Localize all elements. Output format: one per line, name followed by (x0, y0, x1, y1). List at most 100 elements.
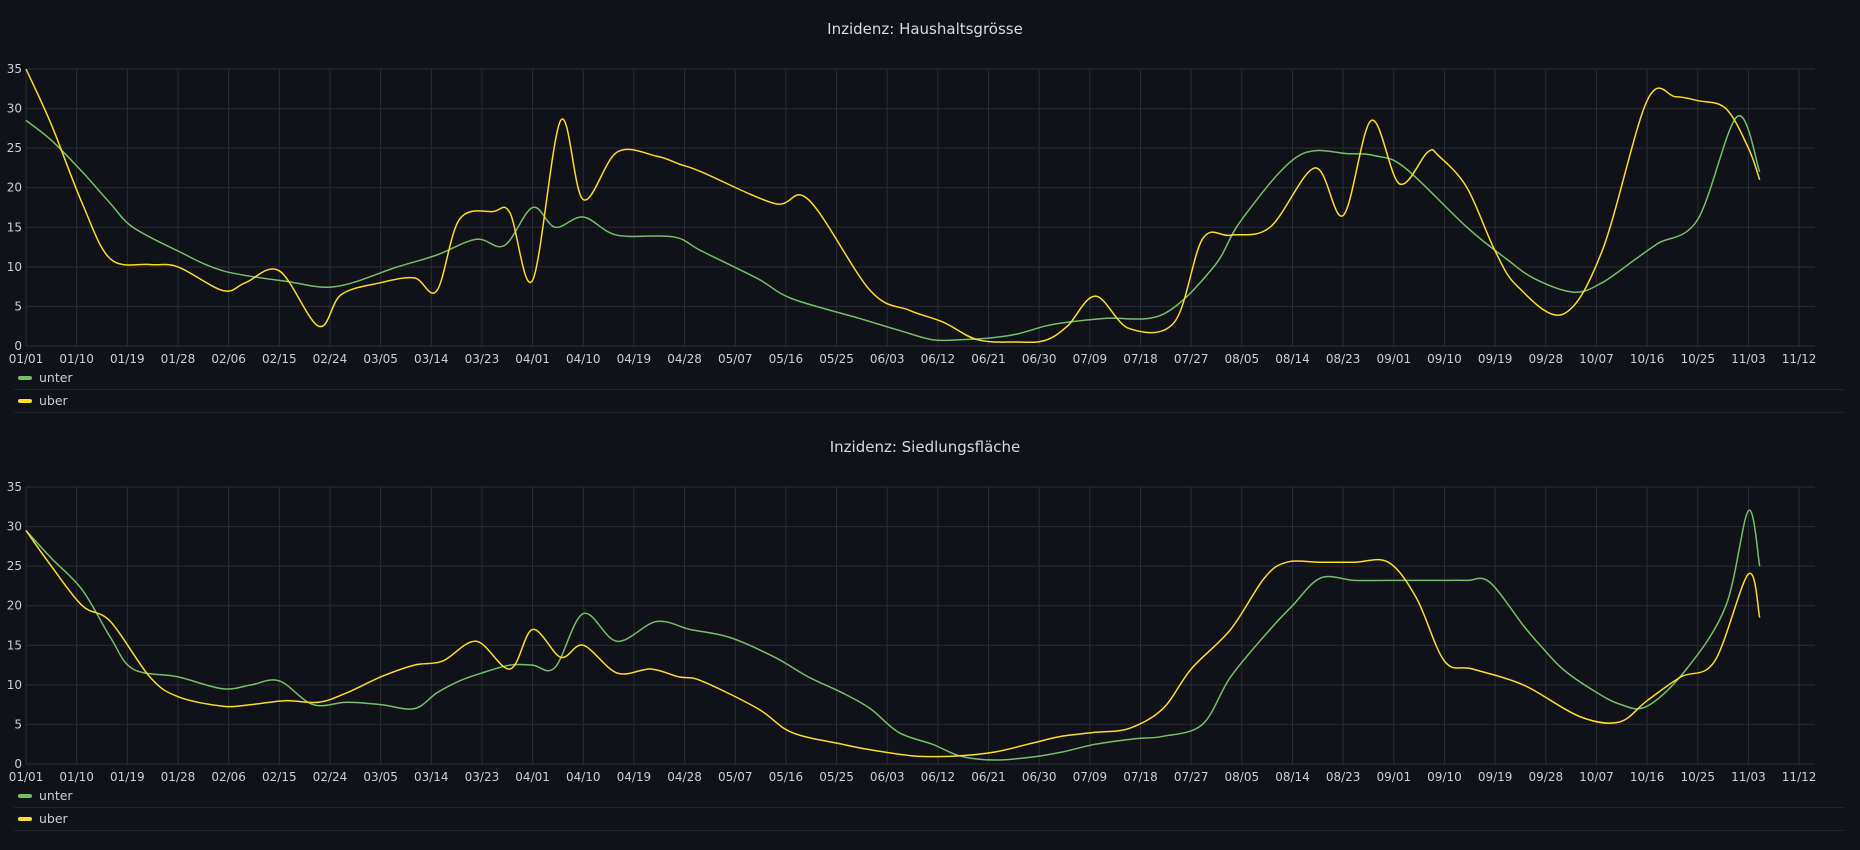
x-tick-label: 02/15 (262, 352, 297, 366)
x-tick-label: 08/05 (1225, 770, 1260, 784)
x-tick-label: 05/25 (819, 352, 854, 366)
x-tick-label: 08/23 (1326, 352, 1361, 366)
x-tick-label: 02/15 (262, 770, 297, 784)
legend-item-uber[interactable]: uber (14, 390, 1844, 413)
line-chart: 0 5 10 15 20 25 30 35 01/01 01/10 01/19 01/28 02/06 0… (7, 62, 1817, 366)
x-tick-label: 06/12 (921, 770, 956, 784)
x-tick-label: 10/25 (1680, 352, 1715, 366)
x-tick-label: 01/01 (9, 770, 44, 784)
legend-label: uber (39, 811, 68, 826)
legend-label: unter (39, 788, 73, 803)
x-tick-label: 06/03 (870, 352, 905, 366)
y-tick-label: 0 (14, 757, 22, 771)
x-tick-label: 09/01 (1377, 352, 1412, 366)
y-tick-label: 0 (14, 339, 22, 353)
x-tick-label: 06/30 (1022, 770, 1057, 784)
x-tick-label: 06/21 (971, 770, 1006, 784)
x-tick-label: 01/10 (59, 770, 94, 784)
x-tick-label: 10/25 (1680, 770, 1715, 784)
x-tick-label: 10/07 (1579, 352, 1614, 366)
x-tick-label: 10/16 (1630, 770, 1665, 784)
y-tick-label: 15 (7, 220, 22, 234)
x-tick-label: 08/23 (1326, 770, 1361, 784)
legend-swatch (18, 794, 32, 798)
x-tick-label: 04/28 (667, 770, 702, 784)
x-tick-label: 01/10 (59, 352, 94, 366)
y-tick-label: 15 (7, 638, 22, 652)
chart-title: Inzidenz: Siedlungsfläche (829, 438, 1021, 456)
x-tick-label: 05/07 (718, 352, 753, 366)
x-tick-label: 07/27 (1174, 352, 1209, 366)
legend-item-uber[interactable]: uber (14, 808, 1844, 831)
x-tick-label: 11/03 (1731, 770, 1766, 784)
x-tick-label: 09/28 (1529, 352, 1564, 366)
x-tick-label: 09/28 (1529, 770, 1564, 784)
x-tick-label: 04/19 (617, 352, 652, 366)
x-tick-label: 04/28 (667, 352, 702, 366)
x-tick-label: 11/12 (1782, 770, 1817, 784)
legend-item-unter[interactable]: unter (14, 367, 1844, 390)
x-tick-label: 06/30 (1022, 352, 1057, 366)
x-tick-label: 07/18 (1123, 352, 1158, 366)
y-tick-label: 30 (7, 520, 22, 534)
x-tick-label: 04/19 (617, 770, 652, 784)
x-tick-label: 06/21 (971, 352, 1006, 366)
legend-item-unter[interactable]: unter (14, 785, 1844, 808)
x-tick-label: 04/01 (515, 352, 550, 366)
legend-label: uber (39, 393, 68, 408)
y-tick-label: 10 (7, 260, 22, 274)
x-tick-label: 10/16 (1630, 352, 1665, 366)
y-tick-label: 25 (7, 559, 22, 573)
x-tick-label: 04/10 (566, 352, 601, 366)
x-tick-label: 05/07 (718, 770, 753, 784)
y-tick-label: 20 (7, 181, 22, 195)
series-line-unter (25, 115, 1761, 342)
chart-panel-siedlungsflaeche: Inzidenz: Siedlungsfläche 0 5 10 15 20 25 30 35… (0, 418, 1860, 850)
legend-label: unter (39, 370, 73, 385)
chart-panel-haushaltsgroesse: Inzidenz: Haushaltsgrösse 0 5 10 15 20 25 30 35… (0, 0, 1860, 418)
x-tick-label: 02/24 (313, 770, 348, 784)
x-tick-label: 03/23 (465, 352, 500, 366)
x-tick-label: 09/19 (1478, 770, 1513, 784)
legend-swatch (18, 817, 32, 821)
x-tick-label: 03/14 (414, 352, 449, 366)
legend-swatch (18, 376, 32, 380)
x-tick-label: 05/16 (769, 770, 804, 784)
x-tick-label: 08/14 (1275, 770, 1310, 784)
x-tick-label: 01/19 (110, 352, 145, 366)
x-tick-label: 01/28 (161, 352, 196, 366)
y-tick-label: 5 (14, 299, 22, 313)
x-tick-label: 10/07 (1579, 770, 1614, 784)
x-tick-label: 01/01 (9, 352, 44, 366)
x-tick-label: 09/19 (1478, 352, 1513, 366)
chart-legend: unter uber (14, 785, 1844, 831)
y-tick-label: 10 (7, 678, 22, 692)
y-tick-label: 25 (7, 141, 22, 155)
x-tick-label: 09/01 (1377, 770, 1412, 784)
x-tick-label: 07/09 (1073, 352, 1108, 366)
series-line-uber (25, 68, 1761, 344)
x-tick-label: 09/10 (1427, 352, 1462, 366)
line-chart: 0 5 10 15 20 25 30 35 01/01 01/10 01/19 01/28 02/06 0… (7, 480, 1817, 784)
y-tick-label: 35 (7, 62, 22, 76)
x-tick-label: 11/12 (1782, 352, 1817, 366)
y-tick-label: 35 (7, 480, 22, 494)
x-tick-label: 03/14 (414, 770, 449, 784)
legend-swatch (18, 399, 32, 403)
y-tick-label: 30 (7, 102, 22, 116)
x-tick-label: 02/24 (313, 352, 348, 366)
x-tick-label: 09/10 (1427, 770, 1462, 784)
x-tick-label: 07/18 (1123, 770, 1158, 784)
x-tick-label: 01/28 (161, 770, 196, 784)
series-line-unter (25, 509, 1761, 761)
x-tick-label: 02/06 (211, 770, 246, 784)
chart-legend: unter uber (14, 367, 1844, 413)
x-tick-label: 06/03 (870, 770, 905, 784)
x-tick-label: 03/05 (363, 770, 398, 784)
x-tick-label: 04/10 (566, 770, 601, 784)
x-tick-label: 04/01 (515, 770, 550, 784)
x-tick-label: 08/14 (1275, 352, 1310, 366)
x-tick-label: 08/05 (1225, 352, 1260, 366)
x-tick-label: 02/06 (211, 352, 246, 366)
x-tick-label: 11/03 (1731, 352, 1766, 366)
